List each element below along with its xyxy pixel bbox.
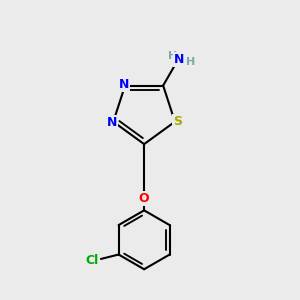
Text: O: O (139, 192, 149, 205)
Text: N: N (174, 52, 184, 66)
Text: N: N (118, 78, 129, 91)
Text: Cl: Cl (85, 254, 99, 267)
Text: S: S (173, 115, 182, 128)
Text: H: H (186, 57, 195, 68)
Text: N: N (106, 116, 117, 129)
Text: H: H (168, 52, 177, 61)
